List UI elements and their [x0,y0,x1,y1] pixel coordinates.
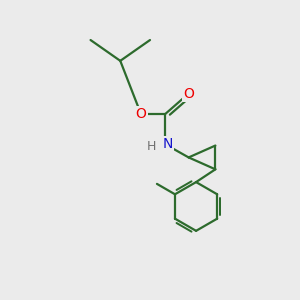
Text: H: H [147,140,156,153]
Text: O: O [136,107,146,121]
Text: N: N [163,137,173,151]
Text: O: O [183,86,194,100]
